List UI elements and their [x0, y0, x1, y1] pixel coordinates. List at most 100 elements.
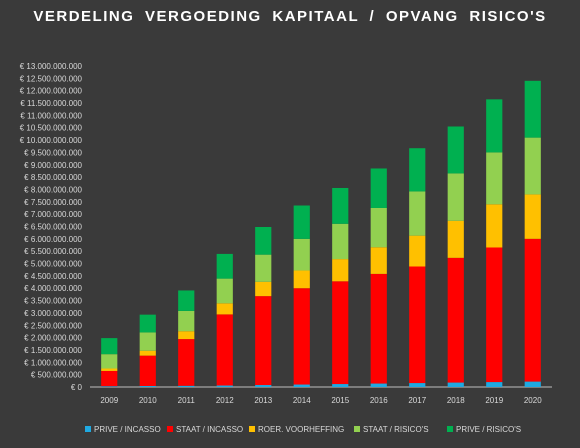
y-tick-label: € 500.000.000: [31, 371, 83, 380]
bar-segment-2019-series-3: [486, 152, 503, 205]
x-tick-label: 2013: [254, 396, 272, 405]
bar-segment-2012-series-0: [216, 385, 233, 387]
x-tick-label: 2018: [447, 396, 465, 405]
bar-segment-2020-series-1: [524, 238, 541, 382]
x-tick-label: 2009: [100, 396, 118, 405]
bar-segment-2019-series-2: [486, 204, 503, 248]
y-tick-label: € 9.500.000.000: [24, 148, 82, 157]
y-tick-label: € 9.000.000.000: [24, 161, 82, 170]
y-tick-label: € 4.500.000.000: [24, 272, 82, 281]
bar-segment-2010-series-1: [139, 355, 156, 387]
y-tick-label: € 1.500.000.000: [24, 346, 82, 355]
bar-segment-2018-series-1: [447, 257, 464, 383]
bar-segment-2011-series-3: [178, 310, 195, 332]
y-tick-label: € 5.500.000.000: [24, 247, 82, 256]
y-tick-label: € 13.000.000.000: [20, 62, 83, 71]
bar-segment-2015-series-0: [332, 384, 349, 387]
legend-label: PRIVE / INCASSO: [94, 425, 161, 434]
y-tick-label: € 10.000.000.000: [20, 136, 83, 145]
bar-segment-2020-series-0: [524, 381, 541, 387]
bar-segment-2016-series-0: [370, 383, 387, 387]
bar-segment-2013-series-1: [255, 296, 272, 386]
y-tick-label: € 4.000.000.000: [24, 284, 82, 293]
bar-segment-2009-series-4: [101, 338, 118, 355]
legend-label: ROER. VOORHEFFING: [258, 425, 344, 434]
bar-segment-2011-series-2: [178, 331, 195, 340]
bar-segment-2013-series-3: [255, 254, 272, 282]
legend-swatch: [85, 426, 91, 432]
bar-segment-2016-series-1: [370, 273, 387, 384]
x-tick-label: 2014: [293, 396, 311, 405]
bar-segment-2009-series-2: [101, 368, 118, 371]
bar-segment-2013-series-0: [255, 385, 272, 387]
x-tick-label: 2011: [178, 396, 196, 405]
y-tick-label: € 5.000.000.000: [24, 260, 82, 269]
y-tick-label: € 0: [71, 383, 83, 392]
bar-segment-2014-series-1: [293, 288, 310, 385]
y-tick-label: € 6.500.000.000: [24, 223, 82, 232]
bar-segment-2015-series-4: [332, 187, 349, 224]
bar-segment-2010-series-3: [139, 332, 156, 351]
bar-segment-2013-series-4: [255, 226, 272, 255]
bar-segment-2018-series-0: [447, 382, 464, 387]
bar-segment-2017-series-4: [409, 148, 426, 192]
x-tick-label: 2017: [408, 396, 426, 405]
legend-swatch: [447, 426, 453, 432]
bar-segment-2009-series-3: [101, 354, 118, 369]
bar-segment-2017-series-1: [409, 266, 426, 384]
bar-segment-2019-series-4: [486, 99, 503, 153]
bar-segment-2016-series-4: [370, 168, 387, 208]
y-tick-label: € 11.000.000.000: [20, 111, 82, 120]
bar-segment-2014-series-0: [293, 384, 310, 387]
x-tick-label: 2012: [216, 396, 234, 405]
bar-segment-2016-series-2: [370, 247, 387, 274]
bar-segment-2020-series-4: [524, 80, 541, 138]
y-tick-label: € 10.500.000.000: [20, 124, 83, 133]
y-tick-label: € 7.000.000.000: [24, 210, 82, 219]
bar-segment-2017-series-0: [409, 383, 426, 387]
bar-segment-2014-series-4: [293, 205, 310, 239]
y-tick-label: € 1.000.000.000: [24, 358, 82, 367]
bar-segment-2020-series-3: [524, 137, 541, 195]
legend-swatch: [167, 426, 173, 432]
bar-segment-2012-series-4: [216, 253, 233, 279]
bar-segment-2012-series-3: [216, 278, 233, 304]
bar-segment-2019-series-1: [486, 247, 503, 383]
bar-segment-2018-series-2: [447, 220, 464, 258]
bar-segment-2010-series-0: [139, 386, 156, 387]
bar-segment-2009-series-0: [101, 386, 118, 387]
y-tick-label: € 12.500.000.000: [20, 74, 83, 83]
y-tick-label: € 3.500.000.000: [24, 297, 82, 306]
bar-segment-2012-series-2: [216, 303, 233, 315]
bar-segment-2011-series-1: [178, 339, 195, 386]
bar-segment-2014-series-2: [293, 270, 310, 289]
y-tick-label: € 12.000.000.000: [20, 87, 83, 96]
bar-segment-2020-series-2: [524, 194, 541, 239]
y-tick-label: € 3.000.000.000: [24, 309, 82, 318]
x-tick-label: 2010: [139, 396, 157, 405]
legend-label: STAAT / INCASSO: [176, 425, 243, 434]
bar-segment-2015-series-2: [332, 259, 349, 282]
bar-segment-2018-series-4: [447, 126, 464, 174]
y-tick-label: € 11.500.000.000: [20, 99, 82, 108]
x-tick-label: 2015: [331, 396, 349, 405]
bar-segment-2015-series-3: [332, 223, 349, 260]
bar-segment-2016-series-3: [370, 207, 387, 248]
bar-segment-2014-series-3: [293, 238, 310, 271]
y-tick-label: € 8.000.000.000: [24, 185, 82, 194]
x-tick-label: 2019: [485, 396, 503, 405]
bar-segment-2012-series-1: [216, 314, 233, 386]
bar-segment-2009-series-1: [101, 370, 118, 387]
bar-segment-2015-series-1: [332, 281, 349, 385]
y-tick-label: € 2.500.000.000: [24, 321, 82, 330]
y-tick-label: € 2.000.000.000: [24, 334, 82, 343]
bar-segment-2017-series-2: [409, 235, 426, 267]
legend-label: STAAT / RISICO'S: [363, 425, 429, 434]
bar-segment-2013-series-2: [255, 281, 272, 297]
legend-swatch: [354, 426, 360, 432]
legend-label: PRIVE / RISICO'S: [456, 425, 521, 434]
bar-segment-2010-series-2: [139, 350, 156, 356]
chart-title: VERDELING VERGOEDING KAPITAAL / OPVANG R…: [33, 8, 547, 25]
